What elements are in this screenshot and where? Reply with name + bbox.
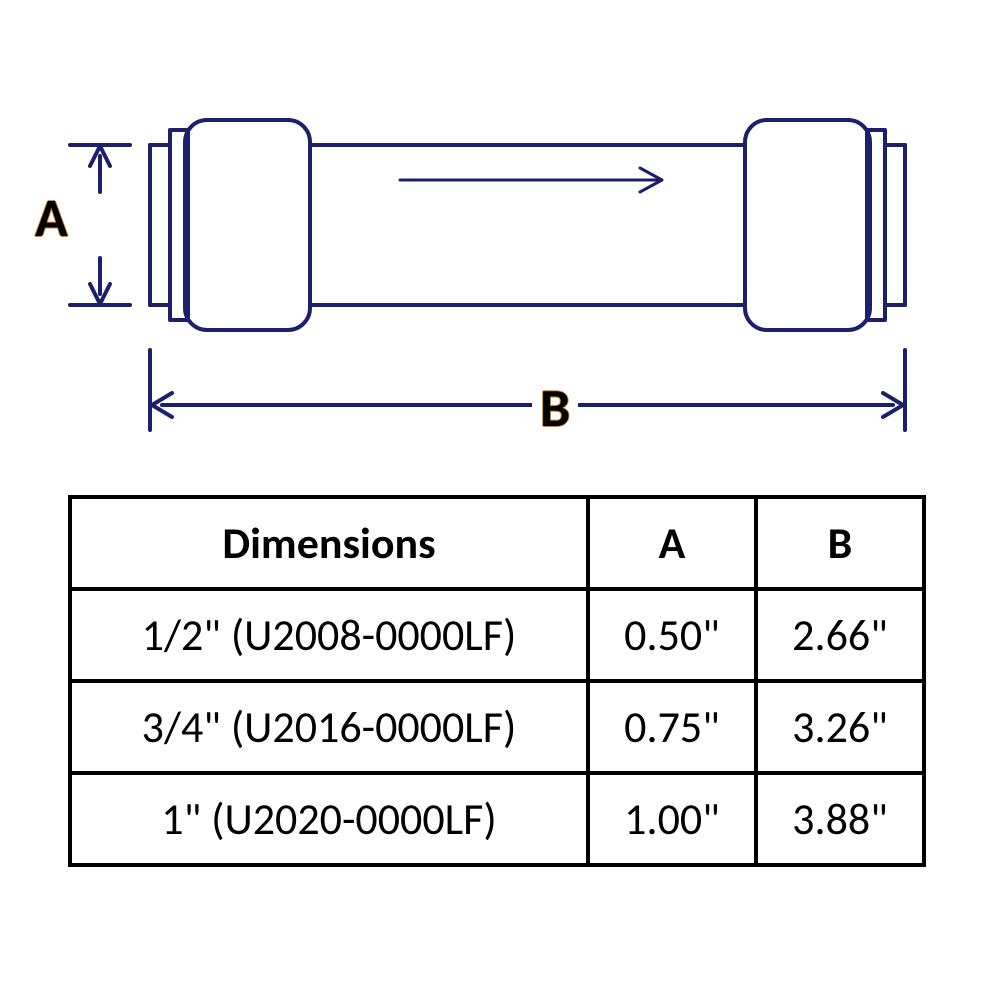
cell-a: 0.50": [588, 589, 756, 681]
cell-b: 3.26": [756, 681, 924, 773]
cell-a: 0.75": [588, 681, 756, 773]
cell-b: 3.88": [756, 773, 924, 865]
col-header-b: B: [756, 497, 924, 589]
cell-b: 2.66": [756, 589, 924, 681]
col-header-a: A: [588, 497, 756, 589]
table-header-row: Dimensions A B: [70, 497, 924, 589]
table-row: 1/2" (U2008-0000LF) 0.50" 2.66": [70, 589, 924, 681]
cell-dimensions: 3/4" (U2016-0000LF): [70, 681, 588, 773]
dimension-label-b: B: [532, 375, 578, 441]
cell-dimensions: 1" (U2020-0000LF): [70, 773, 588, 865]
dimension-label-a: A: [35, 185, 68, 251]
table-row: 3/4" (U2016-0000LF) 0.75" 3.26": [70, 681, 924, 773]
page: A B Dimensions A B 1/2" (U2008-0000LF) 0…: [0, 0, 990, 990]
diagram-svg: [0, 100, 990, 470]
cell-dimensions: 1/2" (U2008-0000LF): [70, 589, 588, 681]
col-header-dimensions: Dimensions: [70, 497, 588, 589]
dimensions-table: Dimensions A B 1/2" (U2008-0000LF) 0.50"…: [68, 495, 922, 867]
table-row: 1" (U2020-0000LF) 1.00" 3.88": [70, 773, 924, 865]
cell-a: 1.00": [588, 773, 756, 865]
part-diagram: A B: [0, 100, 990, 470]
